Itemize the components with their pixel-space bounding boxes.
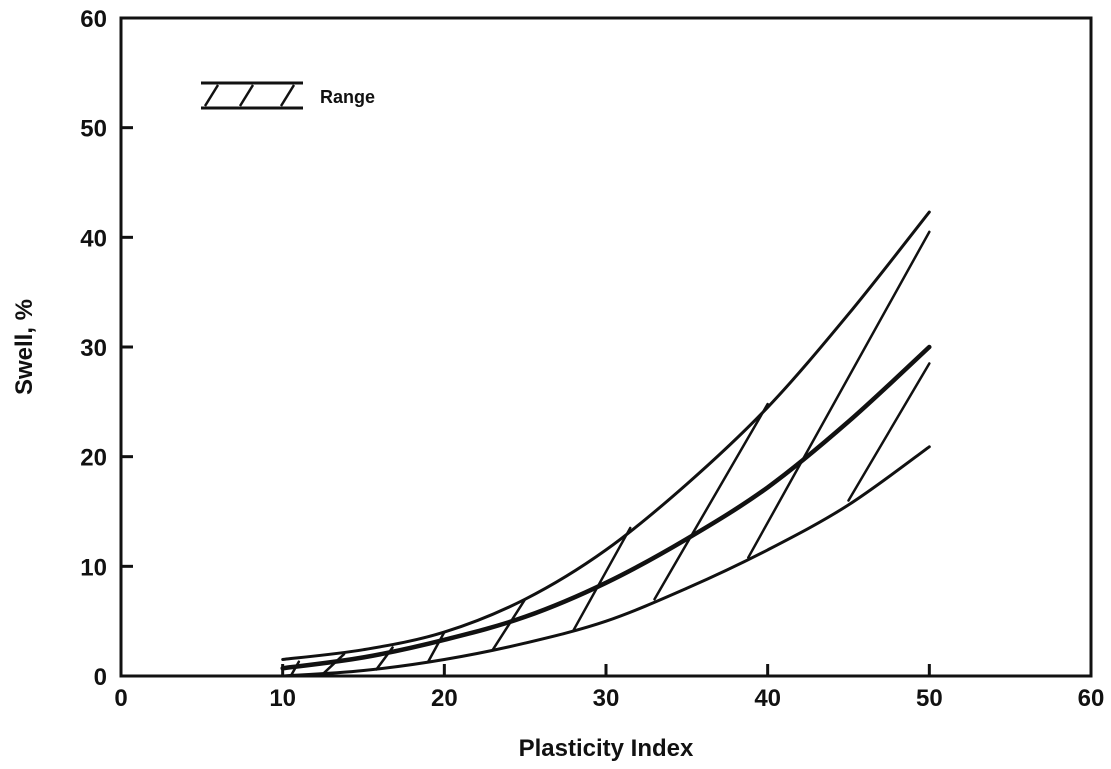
x-tick-label: 0 [114,685,127,712]
hatch-line [289,660,301,678]
range-hatch-lines [289,230,931,678]
x-tick-label: 20 [431,685,458,712]
x-axis-ticks: 0 10 20 30 40 50 60 [114,664,1104,712]
hatch-line [491,597,527,651]
x-tick-label: 10 [269,685,296,712]
y-tick-label: 60 [80,6,107,33]
x-tick-label: 40 [754,685,781,712]
y-tick-label: 50 [80,116,107,143]
legend-label: Range [320,87,375,107]
y-tick-label: 20 [80,445,107,472]
x-axis-title: Plasticity Index [519,735,694,762]
x-tick-label: 30 [593,685,620,712]
curve-upper-bound [281,210,931,661]
hatch-line [375,646,394,671]
legend-hatch [203,84,220,107]
y-axis-ticks: 0 10 20 30 40 50 60 [80,6,133,691]
hatch-line [426,630,446,663]
legend-hatch [238,84,255,107]
y-tick-label: 0 [94,664,107,691]
curve-lower-bound [281,445,931,678]
hatch-line [653,402,769,601]
hatch-line [847,362,931,502]
hatch-line [321,652,346,676]
y-tick-label: 40 [80,225,107,252]
legend: Range [201,81,375,110]
x-tick-label: 50 [916,685,943,712]
legend-hatch [279,84,296,107]
x-tick-label: 60 [1078,685,1105,712]
hatch-line [747,230,931,559]
y-axis-title: Swell, % [11,299,38,395]
y-tick-label: 10 [80,554,107,581]
hatch-line [572,526,632,632]
y-tick-label: 30 [80,335,107,362]
plot-frame [119,16,1093,678]
series-curves [280,210,932,678]
